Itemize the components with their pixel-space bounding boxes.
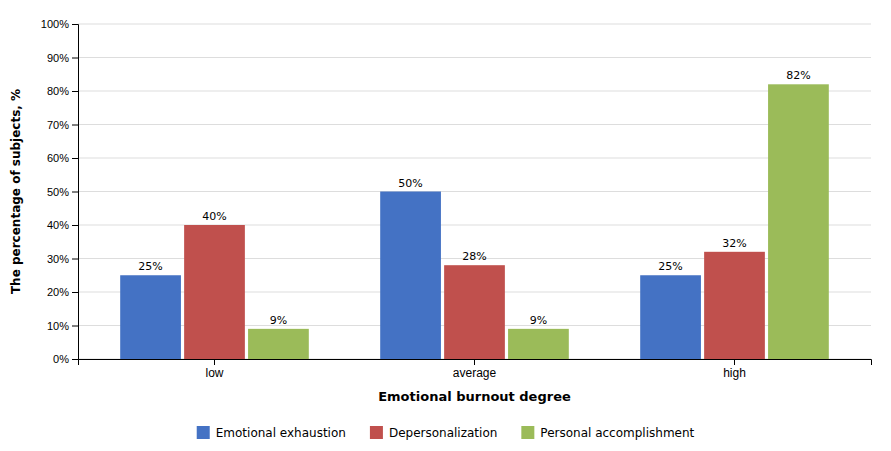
x-tick: average <box>453 359 497 380</box>
tick-mark <box>72 326 78 327</box>
bar <box>508 329 569 359</box>
tick-label: 90% <box>47 52 69 64</box>
tick-mark <box>72 292 78 293</box>
tick-label: 10% <box>47 320 69 332</box>
x-axis: low average high <box>79 359 872 380</box>
data-label: 40% <box>202 210 226 223</box>
legend-swatch <box>197 426 210 439</box>
bars <box>120 84 829 359</box>
tick-label: 60% <box>47 152 69 164</box>
y-tick: 50% <box>47 186 78 198</box>
tick-label: 30% <box>47 253 69 265</box>
bar <box>640 275 701 359</box>
x-tick: low <box>205 359 223 380</box>
tick-mark <box>72 125 78 126</box>
y-tick: 100% <box>41 18 78 30</box>
tick-label: average <box>453 366 497 380</box>
tick-mark <box>72 158 78 159</box>
tick-label: 0% <box>53 353 69 365</box>
bar <box>704 252 765 359</box>
bar <box>444 265 505 359</box>
tick-label: low <box>205 366 223 380</box>
tick-label: 40% <box>47 219 69 231</box>
y-tick: 30% <box>47 253 78 265</box>
grid-line <box>78 191 871 192</box>
bar <box>380 192 441 360</box>
grid-line <box>78 91 871 92</box>
legend-label: Depersonalization <box>389 426 497 440</box>
y-tick: 70% <box>47 119 78 131</box>
bar <box>248 329 309 359</box>
tick-mark <box>72 58 78 59</box>
x-axis-title: Emotional burnout degree <box>378 389 571 404</box>
legend: Emotional exhaustion Depersonalization Per… <box>197 426 695 440</box>
axis-line <box>79 360 872 366</box>
tick-mark <box>72 225 78 226</box>
tick-mark <box>474 359 475 365</box>
data-label: 28% <box>462 250 486 263</box>
y-axis: 0% 10% 20% 30% 40% 50% 60% 70% 80% 90% 100% <box>41 18 79 365</box>
bar <box>768 84 829 359</box>
chart: 25% 50% 25% 40% 28% 32% 9% 9% 82% 0% 10% 20% 30% 40% 5… <box>0 0 891 451</box>
tick-label: 100% <box>41 18 69 30</box>
data-label: 32% <box>722 237 746 250</box>
y-tick: 90% <box>47 52 78 64</box>
y-tick: 80% <box>47 85 78 97</box>
legend-item: Depersonalization <box>370 426 497 440</box>
tick-label: 50% <box>47 186 69 198</box>
legend-item: Emotional exhaustion <box>197 426 346 440</box>
x-tick: high <box>723 359 746 380</box>
data-labels: 25% 50% 25% 40% 28% 32% 9% 9% 82% <box>138 69 810 327</box>
tick-mark <box>72 91 78 92</box>
axis-line <box>72 25 79 360</box>
bar <box>184 225 245 359</box>
data-label: 9% <box>270 314 287 327</box>
tick-mark <box>214 359 215 365</box>
grid-line <box>78 57 871 58</box>
grid-line <box>78 158 871 159</box>
tick-mark <box>72 24 78 25</box>
y-tick: 20% <box>47 286 78 298</box>
tick-label: 20% <box>47 286 69 298</box>
y-axis-title: The percentage of subjects, % <box>9 89 23 294</box>
data-label: 25% <box>138 260 162 273</box>
y-tick: 40% <box>47 219 78 231</box>
tick-mark <box>72 192 78 193</box>
grid-line <box>78 24 871 25</box>
legend-item: Personal accomplishment <box>521 426 694 440</box>
legend-swatch <box>370 426 383 439</box>
data-label: 82% <box>786 69 810 82</box>
y-tick: 0% <box>53 353 78 365</box>
tick-label: high <box>723 366 746 380</box>
grid <box>78 24 871 359</box>
tick-mark <box>72 259 78 260</box>
legend-swatch <box>521 426 534 439</box>
y-tick: 60% <box>47 152 78 164</box>
data-label: 50% <box>398 177 422 190</box>
tick-mark <box>72 359 78 360</box>
bar <box>120 275 181 359</box>
tick-label: 70% <box>47 119 69 131</box>
data-label: 9% <box>530 314 547 327</box>
legend-label: Personal accomplishment <box>540 426 694 440</box>
tick-label: 80% <box>47 85 69 97</box>
legend-label: Emotional exhaustion <box>216 426 346 440</box>
tick-mark <box>734 359 735 365</box>
data-label: 25% <box>658 260 682 273</box>
plot: 25% 50% 25% 40% 28% 32% 9% 9% 82% 0% 10% 20% 30% 40% 5… <box>41 18 872 380</box>
grid-line <box>78 124 871 125</box>
y-tick: 10% <box>47 320 78 332</box>
